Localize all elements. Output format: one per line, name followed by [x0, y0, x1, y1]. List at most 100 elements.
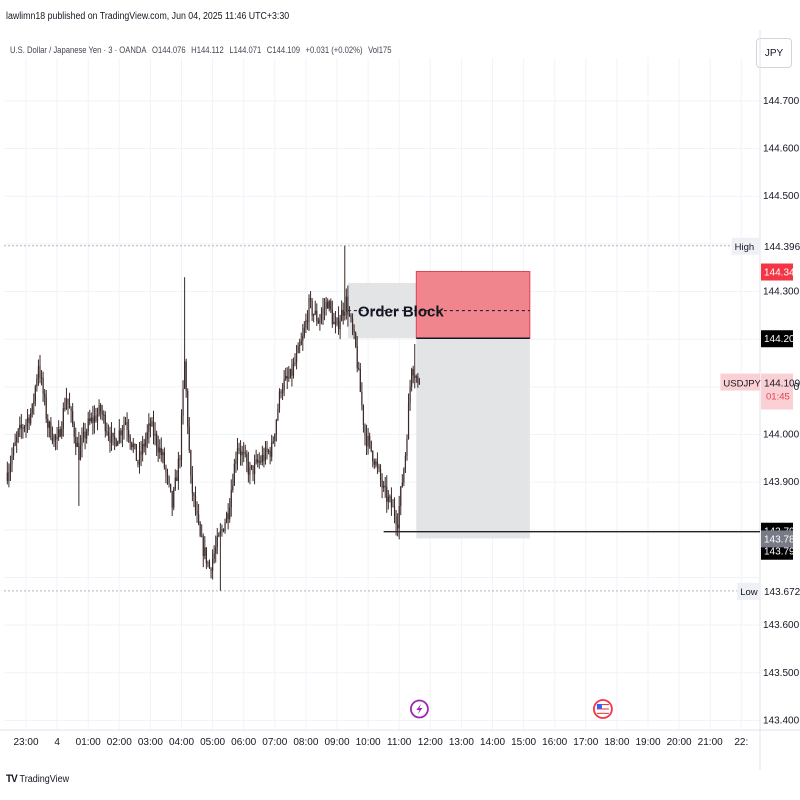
candle	[118, 430, 120, 442]
high-prefix-box	[731, 237, 760, 255]
candle	[176, 477, 178, 481]
candle	[131, 442, 133, 448]
flag-stripe	[596, 704, 609, 706]
candle	[198, 514, 200, 524]
time-tick-label: 02:00	[107, 737, 132, 748]
candle	[171, 491, 173, 508]
price-tick-label: 143.400	[763, 715, 800, 726]
candle	[142, 443, 144, 455]
candle	[239, 450, 242, 456]
candle	[143, 443, 145, 447]
symbol-title[interactable]: U.S. Dollar / Japanese Yen · 3 · OANDA	[10, 45, 147, 55]
candle	[205, 547, 207, 564]
candle	[376, 461, 379, 466]
candle	[415, 376, 417, 378]
candle	[401, 482, 403, 487]
candle	[229, 507, 231, 520]
candle	[163, 452, 165, 468]
candle	[160, 447, 162, 456]
candle	[68, 403, 71, 409]
high-prefix-text: High	[735, 242, 755, 253]
target-zone[interactable]	[416, 338, 530, 539]
candle	[313, 314, 315, 316]
candle	[182, 388, 184, 416]
candle	[14, 441, 16, 446]
candle	[16, 436, 18, 442]
time-tick-label: 07:00	[262, 737, 287, 748]
candle	[344, 312, 346, 316]
candle	[168, 476, 170, 484]
candle	[36, 378, 38, 387]
candle	[288, 377, 290, 379]
open-value: O144.076	[152, 45, 186, 55]
candle	[266, 447, 268, 452]
price-chart[interactable]: Order Block 144.700 144.600 144.500 144.300 1…	[0, 0, 800, 770]
candle	[333, 321, 335, 325]
candle	[404, 455, 407, 469]
candle	[128, 430, 130, 437]
candle	[336, 318, 338, 325]
candle	[191, 475, 193, 494]
order-block-bottom-price-text: 144.202	[764, 334, 800, 345]
low-price-text: 143.672	[764, 587, 800, 598]
order-block-bottom-price-label	[761, 330, 793, 348]
candle	[120, 430, 122, 436]
last-price-countdown-text: 01:45	[766, 392, 790, 403]
order_block-zone[interactable]	[415, 271, 531, 339]
candle	[26, 417, 29, 423]
candle	[37, 365, 40, 379]
candle	[244, 453, 246, 455]
lightning-glyph	[416, 704, 423, 714]
candle	[17, 429, 19, 437]
candle	[230, 490, 232, 508]
candle	[261, 454, 263, 463]
candle	[62, 408, 64, 429]
candle	[34, 386, 36, 402]
candle	[253, 462, 256, 475]
currency-button[interactable]: JPY	[756, 38, 792, 68]
tradingview-brand: TradingView	[19, 773, 70, 785]
candle	[294, 362, 296, 365]
candle	[249, 467, 251, 475]
candle	[112, 432, 114, 437]
candle	[283, 379, 285, 391]
candle	[319, 319, 321, 324]
candle	[79, 445, 82, 461]
candle	[369, 435, 371, 441]
candle	[193, 493, 195, 497]
candle	[361, 391, 363, 406]
candle	[274, 433, 276, 442]
candle	[323, 308, 326, 310]
candle	[92, 417, 94, 423]
candle	[299, 344, 301, 346]
supply-zone[interactable]	[347, 282, 417, 339]
time-tick-label: 13:00	[449, 737, 474, 748]
candle	[252, 465, 254, 475]
candle	[330, 301, 332, 310]
candle	[409, 386, 411, 404]
candle	[370, 440, 372, 451]
candle	[39, 365, 41, 378]
candle	[196, 510, 198, 515]
candle	[390, 496, 393, 507]
candle	[173, 488, 175, 508]
candle	[221, 529, 223, 531]
candle	[110, 432, 113, 443]
candle	[90, 417, 92, 422]
time-tick-label: 16:00	[542, 737, 567, 748]
candle	[291, 369, 293, 376]
candle	[238, 448, 240, 451]
candle	[87, 418, 89, 432]
candle	[233, 463, 235, 486]
low-value: L144.071	[229, 45, 262, 55]
support-2-price-text: 143.796	[764, 547, 800, 558]
candle	[292, 364, 295, 376]
candle	[25, 422, 27, 427]
candle	[28, 417, 30, 424]
candle	[407, 403, 410, 440]
candle	[170, 483, 172, 492]
order-block-label[interactable]: Order Block	[358, 304, 445, 321]
flag-stripe	[596, 710, 609, 712]
candle	[151, 421, 153, 427]
candle	[334, 321, 337, 325]
